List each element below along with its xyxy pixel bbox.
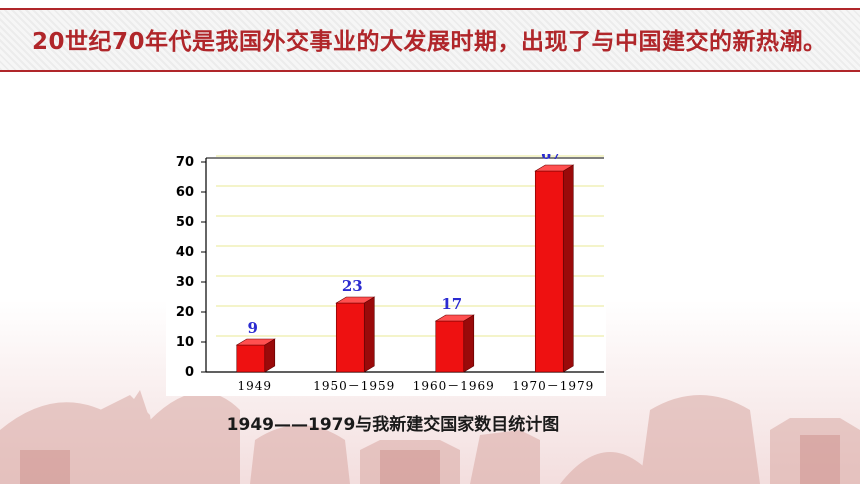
bar-side: [463, 314, 475, 373]
y-tick-label: 10: [176, 335, 194, 350]
x-tick-label: 1950－1959: [313, 379, 395, 393]
bar: [435, 320, 465, 373]
data-label: 67: [541, 154, 562, 163]
x-tick-label: 1970－1979: [512, 379, 594, 393]
bar-side: [562, 164, 574, 373]
bar-top: [235, 338, 276, 346]
x-tick-label: 1960－1969: [413, 379, 495, 393]
y-tick-label: 0: [185, 365, 194, 380]
bar-side: [363, 296, 375, 373]
data-label: 23: [342, 277, 363, 295]
chart-title: 1949——1979与我新建交国家数目统计图: [226, 415, 560, 435]
y-tick-label: 20: [176, 305, 194, 320]
y-tick-label: 50: [176, 215, 194, 230]
y-tick-label: 30: [176, 275, 194, 290]
chart-svg: 0 10 20 30 40 50 60 70 9 1949 23 1950－1959 17 1960－19…: [176, 145, 604, 393]
title-banner: 20世纪70年代是我国外交事业的大发展时期，出现了与中国建交的新热潮。: [0, 8, 860, 72]
bar: [236, 344, 266, 373]
page-title: 20世纪70年代是我国外交事业的大发展时期，出现了与中国建交的新热潮。: [32, 29, 827, 55]
bar-top: [335, 296, 376, 304]
bar: [335, 302, 365, 373]
chart-caption: 1949——1979与我新建交国家数目统计图: [0, 410, 860, 435]
y-tick-label: 40: [176, 245, 194, 260]
x-tick-label: 1949: [238, 379, 273, 393]
bar-chart: 0 10 20 30 40 50 60 70 9 1949 23 1950－1959 17 1960－19…: [166, 145, 606, 396]
bar-top: [534, 164, 575, 172]
y-tick-label: 60: [176, 185, 194, 200]
y-tick-label: 70: [176, 155, 194, 170]
bar-top: [434, 314, 475, 322]
bar: [534, 170, 564, 373]
data-label: 9: [248, 319, 258, 337]
data-label: 17: [441, 295, 462, 313]
